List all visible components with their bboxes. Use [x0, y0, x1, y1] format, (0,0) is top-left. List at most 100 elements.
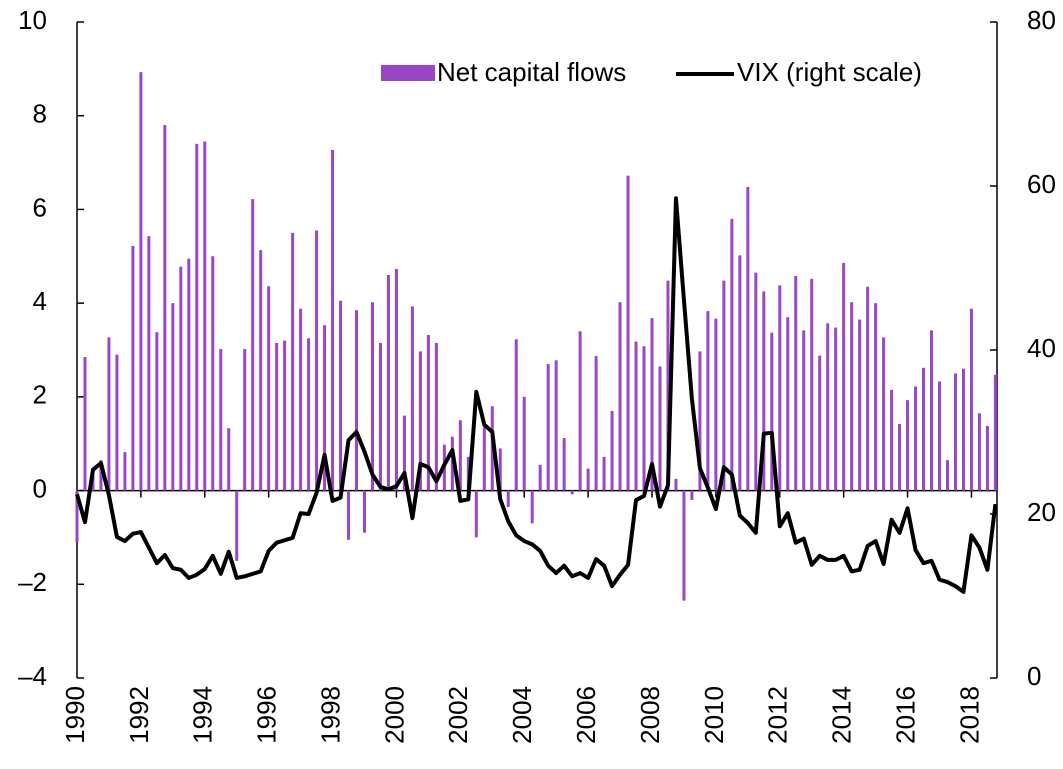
- y-tick-label: 6: [33, 192, 47, 222]
- bar: [866, 286, 870, 491]
- bar: [634, 341, 638, 491]
- x-tick-label: 2004: [507, 686, 537, 744]
- bar: [458, 420, 462, 491]
- bar: [650, 318, 654, 491]
- bar: [642, 346, 646, 491]
- bar: [746, 186, 750, 491]
- bar: [985, 425, 989, 491]
- bar: [786, 317, 790, 491]
- y2-tick-label: 40: [1027, 333, 1056, 363]
- bar: [259, 250, 263, 491]
- x-tick-label: 2002: [443, 686, 473, 744]
- bar: [418, 351, 422, 491]
- bar: [938, 381, 941, 491]
- bar: [139, 72, 143, 491]
- bar: [283, 340, 287, 491]
- bar: [842, 262, 846, 491]
- bar: [738, 255, 742, 491]
- bar: [99, 460, 103, 491]
- bar: [131, 245, 135, 491]
- bar: [450, 436, 454, 491]
- bar: [291, 232, 295, 491]
- x-tick-label: 2006: [571, 686, 601, 744]
- bar: [370, 302, 374, 491]
- bar: [123, 452, 127, 491]
- bar: [163, 125, 167, 491]
- bar: [754, 272, 758, 491]
- bar: [323, 325, 327, 491]
- bar: [594, 356, 598, 491]
- bar: [474, 490, 478, 538]
- y-tick-label: 8: [33, 99, 47, 129]
- bar: [155, 332, 159, 491]
- bar: [778, 285, 782, 491]
- bar: [235, 490, 239, 561]
- x-tick-label: 1992: [124, 686, 154, 744]
- bar: [826, 323, 830, 491]
- bar: [945, 460, 949, 491]
- bar: [530, 490, 534, 524]
- y2-tick-label: 80: [1027, 5, 1056, 35]
- bar: [858, 319, 862, 491]
- bar: [522, 396, 526, 491]
- bar: [658, 366, 662, 491]
- bar: [993, 374, 997, 491]
- bar: [219, 349, 223, 491]
- bar: [307, 338, 311, 491]
- y-tick-label: 0: [33, 473, 47, 503]
- bar: [874, 303, 878, 491]
- bar: [570, 490, 574, 495]
- bar: [953, 373, 957, 491]
- bar: [714, 318, 718, 491]
- bar: [850, 302, 854, 491]
- bar: [698, 351, 702, 491]
- bar: [770, 332, 774, 491]
- y2-tick-label: 0: [1027, 661, 1041, 691]
- bar: [834, 327, 838, 491]
- bar: [434, 342, 438, 491]
- bar: [514, 339, 518, 491]
- x-tick-label: 2016: [890, 686, 920, 744]
- bar: [762, 291, 766, 491]
- bar: [251, 199, 255, 491]
- bar: [706, 311, 710, 491]
- bar: [722, 280, 726, 491]
- x-tick-label: 2000: [379, 686, 409, 744]
- bar: [331, 149, 335, 491]
- bar: [83, 357, 87, 491]
- bar: [626, 175, 630, 491]
- bar: [339, 300, 343, 491]
- bar: [211, 256, 215, 491]
- bar: [961, 368, 965, 491]
- x-tick-label: 2018: [954, 686, 984, 744]
- x-tick-label: 1990: [60, 686, 90, 744]
- bar: [275, 342, 279, 491]
- legend-label: VIX (right scale): [737, 57, 922, 87]
- bar: [610, 410, 614, 491]
- legend-label: Net capital flows: [437, 57, 626, 87]
- legend-swatch: [381, 65, 435, 81]
- bar: [930, 330, 934, 491]
- bar: [107, 337, 111, 491]
- bar: [394, 268, 398, 491]
- bar: [386, 275, 390, 491]
- x-tick-label: 1994: [188, 686, 218, 744]
- bar: [115, 354, 119, 491]
- bar: [426, 335, 430, 491]
- bar: [347, 490, 351, 540]
- bar: [674, 478, 678, 491]
- bar: [578, 331, 582, 491]
- y-tick-label: 4: [33, 286, 47, 316]
- bar: [618, 302, 622, 491]
- bar: [195, 143, 199, 491]
- bar: [914, 386, 918, 491]
- bar: [977, 413, 981, 491]
- bar: [666, 280, 670, 491]
- bar: [410, 306, 414, 491]
- x-tick-label: 1998: [315, 686, 345, 744]
- y2-tick-label: 20: [1027, 497, 1056, 527]
- bar: [554, 360, 558, 491]
- bar: [906, 400, 910, 491]
- bar: [267, 286, 271, 491]
